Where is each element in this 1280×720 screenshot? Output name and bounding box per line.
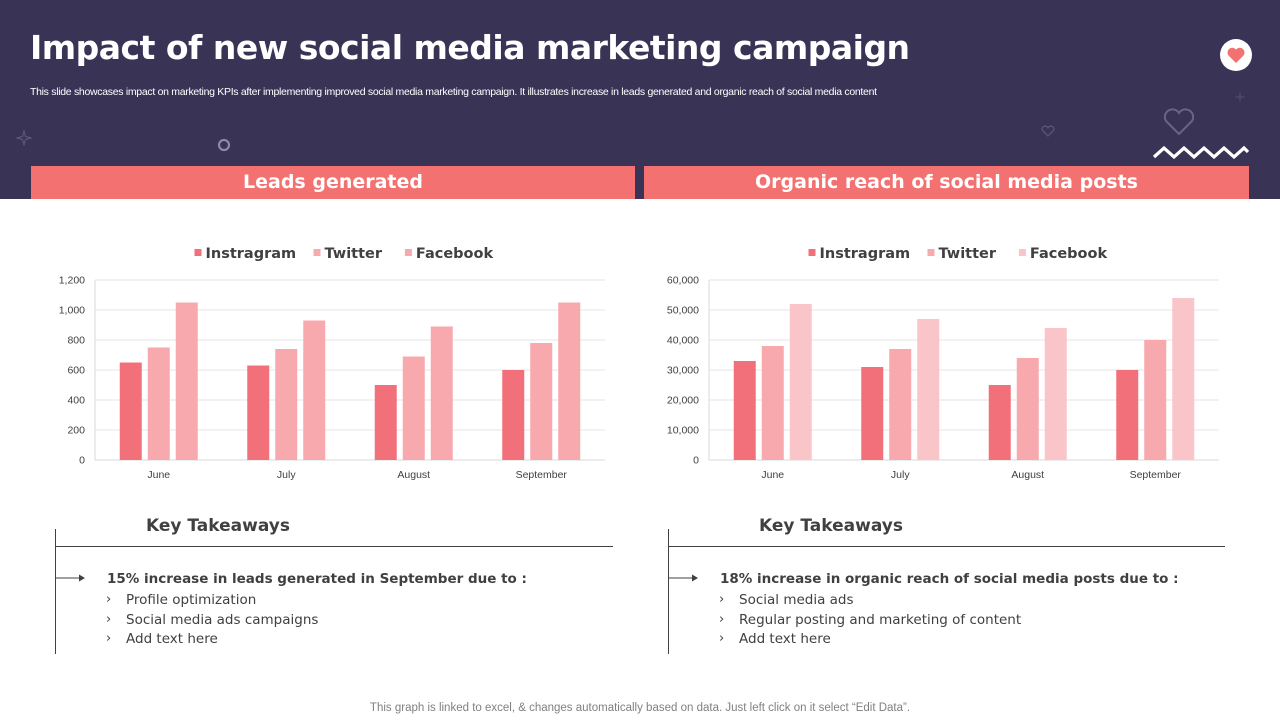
sparkle-icon: [16, 130, 32, 146]
bar-twitter-august[interactable]: [402, 356, 425, 461]
y-tick-label: 50,000: [667, 305, 699, 317]
y-tick-label: 0: [79, 455, 85, 467]
bar-twitter-september[interactable]: [530, 343, 553, 460]
bar-facebook-september[interactable]: [558, 302, 581, 461]
bar-instragram-september[interactable]: [502, 370, 525, 460]
arrow-right-icon: [55, 574, 85, 582]
bar-twitter-july[interactable]: [889, 349, 912, 460]
bar-instragram-september[interactable]: [1116, 370, 1139, 460]
bar-twitter-june[interactable]: [761, 346, 784, 460]
bar-facebook-september[interactable]: [1172, 298, 1195, 460]
chevron-right-icon: ›: [106, 611, 112, 627]
y-tick-label: 40,000: [667, 335, 699, 347]
list-item: › Add text here: [719, 631, 831, 647]
x-tick-label: September: [1130, 469, 1182, 481]
bar-instragram-august[interactable]: [988, 385, 1011, 460]
takeaway-divider-right: [668, 546, 1225, 547]
arrow-right-icon: [668, 574, 698, 582]
small-heart-outline-icon: [1041, 125, 1055, 137]
y-tick-label: 800: [67, 335, 85, 347]
takeaway-list-left: › Profile optimization › Social media ads …: [106, 592, 318, 651]
page-subtitle: This slide showcases impact on marketing…: [30, 86, 877, 98]
chevron-right-icon: ›: [719, 611, 725, 627]
bar-twitter-july[interactable]: [275, 349, 298, 460]
reach-chart-svg: Instragram Twitter Facebook 0 10,000 20,000 30…: [667, 246, 1219, 481]
x-tick-label: July: [891, 469, 910, 481]
key-takeaways-title-left: Key Takeaways: [146, 516, 290, 536]
y-tick-label: 10,000: [667, 425, 699, 437]
bar-facebook-july[interactable]: [917, 319, 940, 460]
section-title-leads: Leads generated: [31, 166, 635, 199]
footer-note: This graph is linked to excel, & changes…: [369, 702, 911, 714]
legend-swatch-twitter: [927, 249, 935, 256]
y-tick-label: 60,000: [667, 275, 699, 287]
heart-outline-icon: [1163, 108, 1195, 136]
organic-reach-chart[interactable]: Instragram Twitter Facebook 0 10,000 20,000 30…: [654, 236, 1234, 486]
bar-twitter-august[interactable]: [1016, 358, 1039, 460]
bar-twitter-september[interactable]: [1144, 340, 1167, 460]
y-tick-label: 1,000: [59, 305, 85, 317]
bar-twitter-june[interactable]: [147, 347, 170, 461]
key-takeaways-title-right: Key Takeaways: [759, 516, 903, 536]
takeaway-bracket-right: [668, 529, 669, 654]
bar-instragram-july[interactable]: [247, 365, 270, 461]
bar-facebook-august[interactable]: [1044, 328, 1067, 460]
y-tick-label: 1,200: [59, 275, 85, 287]
list-item: › Social media ads: [719, 592, 854, 608]
bar-instragram-july[interactable]: [861, 367, 884, 460]
x-tick-label: August: [1011, 469, 1044, 481]
heart-icon: [1220, 39, 1252, 71]
takeaway-heading-right: 18% increase in organic reach of social …: [720, 571, 1179, 587]
x-tick-label: June: [147, 469, 170, 481]
y-tick-label: 30,000: [667, 365, 699, 377]
section-title-organic-reach: Organic reach of social media posts: [644, 166, 1249, 199]
legend-swatch-instragram: [808, 249, 816, 256]
legend-swatch-facebook: [1018, 249, 1026, 256]
y-tick-label: 200: [67, 425, 85, 437]
x-tick-label: September: [516, 469, 568, 481]
x-tick-label: August: [397, 469, 430, 481]
small-star-icon: [1234, 91, 1246, 103]
x-tick-label: July: [277, 469, 296, 481]
bar-instragram-august[interactable]: [374, 385, 397, 460]
leads-generated-chart[interactable]: Instragram Twitter Facebook 0 200 400 600 800 1,…: [40, 236, 620, 486]
bar-facebook-june[interactable]: [175, 302, 198, 461]
takeaway-heading-left: 15% increase in leads generated in Septe…: [107, 571, 527, 587]
bar-facebook-august[interactable]: [430, 326, 453, 461]
page-title: Impact of new social media marketing cam…: [30, 28, 910, 67]
takeaway-divider-left: [55, 546, 613, 547]
chevron-right-icon: ›: [719, 631, 725, 646]
chevron-right-icon: ›: [106, 631, 112, 646]
takeaway-bracket-left: [55, 529, 56, 654]
list-item: › Add text here: [106, 631, 218, 647]
legend-swatch-twitter: [313, 249, 321, 256]
circle-outline-icon: [217, 138, 231, 152]
x-tick-label: June: [761, 469, 784, 481]
header-banner: Impact of new social media marketing cam…: [0, 0, 1280, 199]
leads-chart-svg: Instragram Twitter Facebook 0 200 400 600 800 1,…: [59, 246, 605, 481]
bar-instragram-june[interactable]: [119, 362, 142, 461]
legend-label-twitter: Twitter: [939, 246, 997, 262]
legend-label-instragram: Instragram: [820, 246, 911, 262]
y-tick-label: 600: [67, 365, 85, 377]
legend-label-twitter: Twitter: [325, 246, 383, 262]
chevron-right-icon: ›: [106, 592, 112, 607]
chevron-right-icon: ›: [719, 592, 725, 607]
legend-label-instragram: Instragram: [206, 246, 297, 262]
legend-label-facebook: Facebook: [416, 246, 494, 262]
takeaway-list-right: › Social media ads › Regular posting and m…: [719, 592, 1021, 651]
bar-instragram-june[interactable]: [733, 361, 756, 460]
legend-label-facebook: Facebook: [1030, 246, 1108, 262]
bar-facebook-june[interactable]: [789, 304, 812, 460]
list-item: › Regular posting and marketing of conten…: [719, 611, 1022, 628]
list-item: › Profile optimization: [106, 592, 257, 608]
y-tick-label: 20,000: [667, 395, 699, 407]
legend-swatch-instragram: [194, 249, 202, 256]
legend-swatch-facebook: [404, 249, 412, 256]
zigzag-icon: [1152, 145, 1250, 160]
y-tick-label: 400: [67, 395, 85, 407]
list-item: › Social media ads campaigns: [106, 611, 319, 628]
y-tick-label: 0: [693, 455, 699, 467]
bar-facebook-july[interactable]: [303, 320, 326, 461]
